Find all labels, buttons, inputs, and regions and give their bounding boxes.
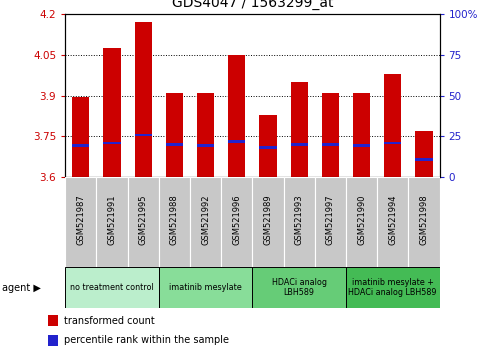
Text: GSM521995: GSM521995 (139, 194, 148, 245)
Bar (128, 177, 159, 267)
Bar (135, 22, 152, 177)
Bar (322, 93, 339, 177)
Bar (353, 93, 370, 177)
Bar (315, 177, 346, 267)
Bar (384, 142, 401, 144)
Bar (197, 144, 214, 147)
Text: imatinib mesylate +
HDACi analog LBH589: imatinib mesylate + HDACi analog LBH589 (349, 278, 437, 297)
Bar (408, 177, 440, 267)
Text: GSM521989: GSM521989 (263, 194, 272, 245)
Bar (197, 93, 214, 177)
Text: agent ▶: agent ▶ (2, 282, 41, 293)
Text: GSM521994: GSM521994 (388, 194, 397, 245)
Text: GSM521998: GSM521998 (419, 194, 428, 245)
Bar (284, 177, 315, 267)
Bar (103, 48, 121, 177)
Bar (322, 143, 339, 146)
Bar (72, 97, 89, 177)
Text: percentile rank within the sample: percentile rank within the sample (64, 335, 229, 345)
Bar (72, 144, 89, 147)
Text: GSM521988: GSM521988 (170, 194, 179, 245)
Bar (253, 267, 346, 308)
Text: GSM521990: GSM521990 (357, 194, 366, 245)
Bar (253, 177, 284, 267)
Text: GSM521997: GSM521997 (326, 194, 335, 245)
Bar (221, 177, 253, 267)
Bar (48, 315, 58, 326)
Bar (228, 141, 245, 143)
Bar (159, 177, 190, 267)
Bar (103, 142, 121, 144)
Bar (159, 267, 253, 308)
Title: GDS4047 / 1563299_at: GDS4047 / 1563299_at (171, 0, 333, 10)
Bar (190, 177, 221, 267)
Bar (353, 144, 370, 147)
Text: no treatment control: no treatment control (70, 283, 154, 292)
Bar (384, 74, 401, 177)
Bar (259, 115, 277, 177)
Text: imatinib mesylate: imatinib mesylate (169, 283, 242, 292)
Text: GSM521996: GSM521996 (232, 194, 242, 245)
Bar (48, 335, 58, 346)
Text: GSM521987: GSM521987 (76, 194, 85, 245)
Bar (259, 146, 277, 149)
Bar (415, 131, 432, 177)
Bar (65, 177, 97, 267)
Bar (291, 143, 308, 146)
Bar (291, 82, 308, 177)
Bar (377, 177, 408, 267)
Bar (97, 177, 128, 267)
Bar (415, 158, 432, 161)
Text: GSM521991: GSM521991 (108, 194, 116, 245)
Text: transformed count: transformed count (64, 316, 155, 326)
Text: GSM521992: GSM521992 (201, 194, 210, 245)
Bar (346, 177, 377, 267)
Bar (65, 267, 159, 308)
Bar (346, 267, 440, 308)
Bar (166, 143, 183, 146)
Bar (228, 55, 245, 177)
Text: HDACi analog
LBH589: HDACi analog LBH589 (271, 278, 327, 297)
Bar (166, 93, 183, 177)
Bar (135, 133, 152, 136)
Text: GSM521993: GSM521993 (295, 194, 304, 245)
